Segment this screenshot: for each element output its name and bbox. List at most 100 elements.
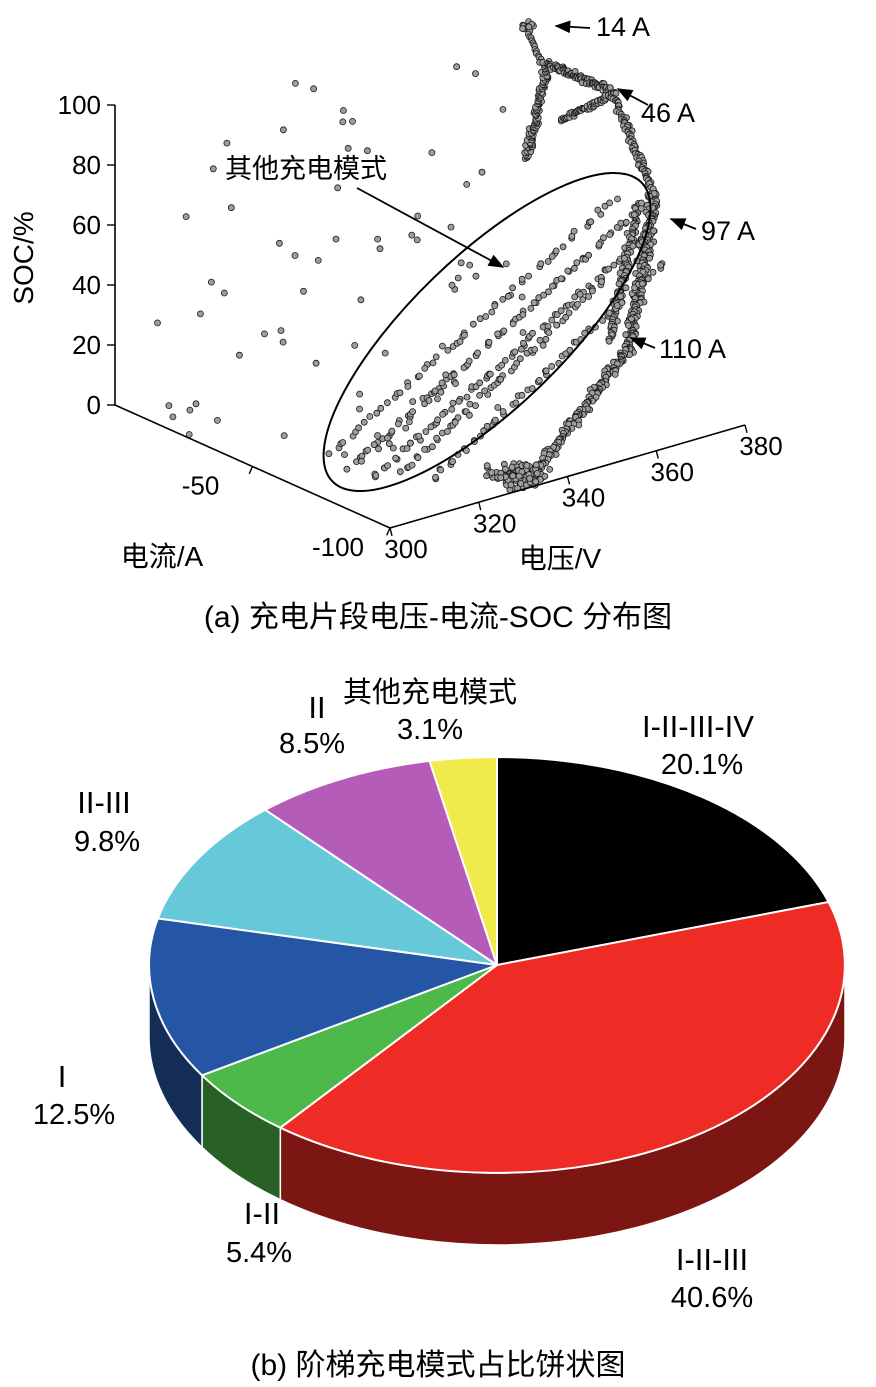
annotation-label: 97 A	[701, 216, 755, 246]
scatter-point	[639, 280, 646, 288]
scatter-point	[491, 416, 499, 424]
scatter-point	[223, 139, 231, 147]
scatter-point	[478, 168, 486, 176]
scatter-point	[344, 144, 352, 152]
scatter-point	[548, 316, 556, 324]
scatter-point	[433, 434, 441, 442]
scatter-point	[374, 432, 381, 439]
scatter-point	[535, 376, 543, 384]
scatter-point	[413, 236, 421, 244]
scatter-point	[504, 292, 512, 300]
scatter-point	[500, 327, 508, 335]
scatter-point	[564, 267, 572, 275]
scatter-point	[404, 383, 412, 390]
scatter-point	[451, 418, 459, 426]
caption-a: (a) 充电片段电压-电流-SOC 分布图	[203, 601, 673, 634]
scatter-point	[605, 309, 613, 317]
scatter-point	[598, 278, 605, 286]
scatter-point	[622, 218, 630, 226]
scatter-point	[466, 400, 474, 408]
pie-slice	[148, 917, 498, 1077]
scatter-point	[544, 258, 552, 265]
pie-label: I-II-III	[676, 1242, 748, 1277]
scatter-point	[511, 348, 519, 356]
scatter-point	[427, 423, 435, 431]
scatter-point	[405, 418, 413, 426]
scatter-point	[630, 211, 638, 219]
scatter-point	[406, 439, 414, 447]
caption-b: (b) 阶梯充电模式占比饼状图	[250, 1349, 626, 1382]
scatter-point	[447, 223, 455, 231]
scatter-point	[363, 147, 371, 155]
scatter-point	[499, 106, 507, 113]
annotation-arrow	[669, 218, 697, 231]
scatter-point	[385, 440, 393, 448]
axis-title-soc: SOC/%	[8, 211, 39, 304]
axis-title-current: 电流/A	[121, 541, 204, 572]
pie-label: II	[308, 690, 325, 725]
scatter-point	[279, 126, 287, 134]
scatter-point	[649, 268, 657, 276]
scatter-point	[508, 463, 516, 471]
pie-slice	[264, 759, 498, 966]
scatter-point	[517, 480, 525, 487]
scatter-point	[465, 357, 473, 365]
scatter-point	[402, 424, 410, 432]
tick-label-z: 60	[72, 210, 101, 240]
scatter-point	[501, 356, 509, 364]
scatter-point	[614, 195, 621, 203]
scatter-point	[165, 402, 173, 410]
scatter-point	[448, 405, 456, 413]
scatter-point	[529, 329, 536, 337]
scatter-point	[573, 259, 581, 267]
scatter-point	[611, 370, 619, 378]
scatter-point	[372, 471, 380, 479]
scatter-point	[438, 379, 446, 387]
scatter-point	[370, 441, 378, 449]
scatter-point	[605, 337, 613, 345]
scatter-point	[657, 261, 664, 269]
scatter-point	[494, 330, 502, 338]
scatter-point	[530, 299, 538, 307]
scatter-point	[463, 180, 471, 188]
scatter-point	[356, 390, 364, 398]
scatter-point	[213, 416, 221, 424]
scatter-point	[428, 443, 436, 451]
scatter-point	[559, 243, 567, 251]
tick-mark-x	[566, 476, 571, 485]
pie-label: 其他充电模式	[343, 676, 517, 709]
scatter-point	[546, 465, 554, 473]
scatter-point	[518, 293, 526, 301]
scatter-point	[517, 345, 525, 353]
scatter-point	[518, 391, 526, 399]
scatter-point	[557, 275, 565, 283]
annotation-arrow	[356, 187, 505, 268]
scatter-point	[277, 327, 285, 335]
scatter-point	[421, 445, 429, 453]
scatter-point	[557, 307, 565, 315]
scatter-point	[646, 254, 653, 262]
scatter-point	[455, 397, 463, 405]
scatter-point	[595, 240, 603, 248]
annotation-label: 其他充电模式	[225, 154, 387, 184]
axis-title-voltage: 电压/V	[519, 543, 602, 574]
scatter-point	[392, 454, 400, 462]
scatter-point	[449, 458, 457, 465]
scatter-point	[432, 473, 439, 481]
other-modes-ellipse	[322, 171, 652, 493]
scatter-point	[349, 118, 356, 125]
scatter-point	[279, 338, 287, 346]
scatter-point	[617, 219, 625, 227]
scatter-point	[519, 25, 526, 33]
scatter-point	[520, 339, 527, 347]
scatter-point	[374, 235, 382, 243]
scatter-point	[280, 432, 288, 440]
tick-label-z: 80	[72, 150, 101, 180]
scatter-point	[375, 445, 382, 453]
scatter-point	[434, 395, 441, 403]
tick-mark-x	[744, 424, 748, 433]
scatter-point	[396, 468, 404, 476]
scatter-point	[512, 399, 520, 407]
scatter-point	[606, 199, 613, 207]
scatter-point	[408, 461, 416, 469]
